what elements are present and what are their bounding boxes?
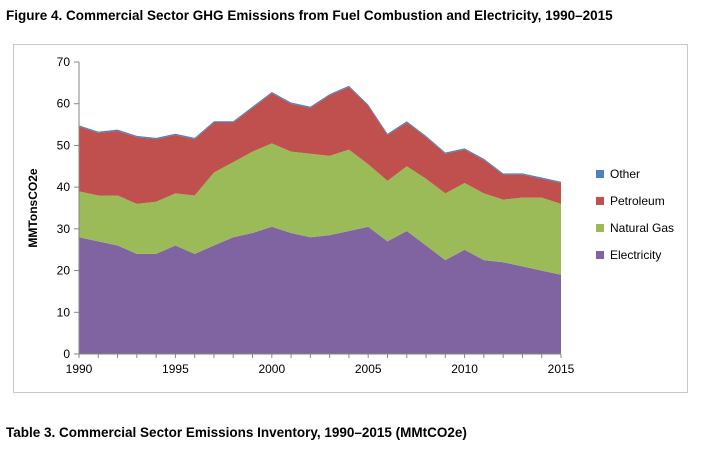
x-tick-label: 2000 — [258, 362, 285, 376]
y-tick-label: 50 — [57, 138, 71, 152]
area-series-group — [79, 85, 561, 354]
legend-swatch-petroleum — [596, 197, 604, 205]
legend: Other Petroleum Natural Gas Electricity — [596, 167, 674, 262]
legend-swatch-electricity — [596, 251, 604, 259]
x-tick-label: 2010 — [451, 362, 478, 376]
x-tick-labels: 1990 1995 2000 2005 2010 2015 — [66, 362, 575, 376]
y-tick-label: 70 — [57, 55, 71, 69]
legend-label-natural-gas: Natural Gas — [610, 221, 674, 235]
x-tick-label: 1990 — [66, 362, 93, 376]
area-petroleum — [79, 87, 561, 204]
area-electricity — [79, 226, 561, 354]
y-tick-label: 20 — [57, 264, 71, 278]
legend-swatch-other — [596, 170, 604, 178]
y-axis-title: MMTonsCO2e — [26, 168, 40, 247]
y-tick-labels: 0 10 20 30 40 50 60 70 — [57, 55, 71, 361]
y-tick-label: 10 — [57, 305, 71, 319]
x-tick-label: 2015 — [548, 362, 575, 376]
chart-frame: 0 10 20 30 40 50 60 70 1990 1995 2000 2005 2010 2015… — [13, 44, 688, 393]
x-tick-label: 2005 — [355, 362, 382, 376]
x-tick-label: 1995 — [162, 362, 189, 376]
y-tick-label: 40 — [57, 180, 71, 194]
area-other — [79, 85, 561, 183]
legend-label-electricity: Electricity — [610, 248, 661, 262]
y-tick-label: 0 — [63, 347, 70, 361]
legend-label-other: Other — [610, 167, 640, 181]
y-tick-label: 30 — [57, 222, 71, 236]
legend-swatch-natural-gas — [596, 224, 604, 232]
axes-group — [74, 61, 562, 358]
figure-title: Figure 4. Commercial Sector GHG Emission… — [6, 8, 613, 23]
stacked-area-chart: 0 10 20 30 40 50 60 70 1990 1995 2000 2005 2010 2015… — [26, 55, 674, 376]
y-tick-label: 60 — [57, 97, 71, 111]
legend-label-petroleum: Petroleum — [610, 194, 665, 208]
table-title: Table 3. Commercial Sector Emissions Inv… — [6, 425, 467, 440]
area-natural-gas — [79, 143, 561, 275]
